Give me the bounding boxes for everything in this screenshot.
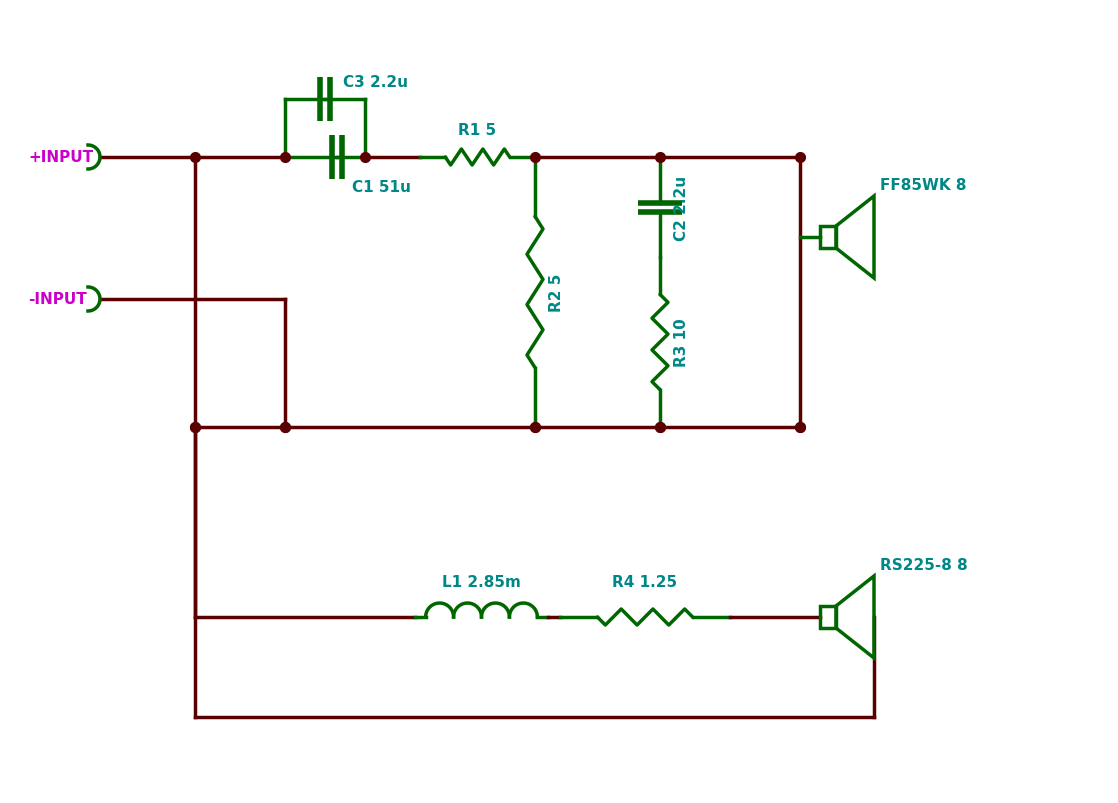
Text: C2 2.2u: C2 2.2u: [674, 175, 689, 240]
Bar: [819, 226, 836, 249]
Text: C1 51u: C1 51u: [352, 180, 411, 195]
Text: -INPUT: -INPUT: [28, 292, 87, 307]
Bar: [819, 606, 836, 628]
Text: R4 1.25: R4 1.25: [613, 574, 678, 589]
Text: +INPUT: +INPUT: [28, 150, 93, 165]
Text: RS225-8 8: RS225-8 8: [880, 557, 968, 573]
Text: FF85WK 8: FF85WK 8: [880, 177, 966, 193]
Text: R2 5: R2 5: [549, 274, 563, 312]
Text: L1 2.85m: L1 2.85m: [442, 574, 521, 589]
Text: C3 2.2u: C3 2.2u: [343, 75, 408, 90]
Text: R3 10: R3 10: [674, 318, 689, 367]
Text: R1 5: R1 5: [458, 123, 496, 138]
